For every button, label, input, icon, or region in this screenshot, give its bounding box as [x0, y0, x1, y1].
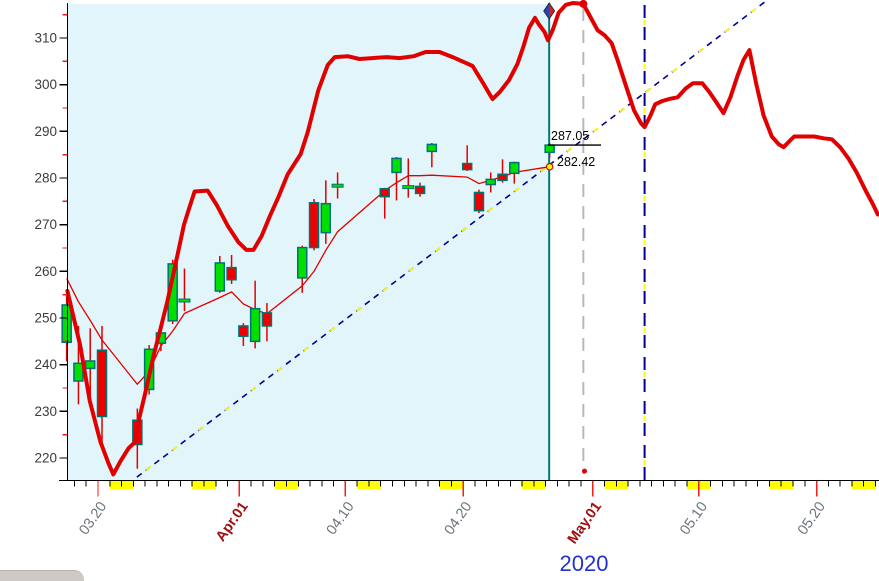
- bottom-dot: [582, 468, 588, 474]
- candle-body-down: [473, 191, 485, 212]
- candle-body-up: [426, 143, 438, 153]
- candle-body-up: [297, 246, 308, 279]
- candle-04.21: [473, 189, 485, 214]
- candle-04.15: [402, 158, 415, 198]
- y-tick-label: 290: [34, 124, 57, 139]
- x-tick-label-Apr.01: Apr.01: [213, 499, 252, 545]
- candles-layer: [61, 143, 555, 469]
- candle-04.16: [414, 182, 426, 197]
- x-tick-label-03.20: 03.20: [76, 499, 110, 538]
- candle-04.07: [308, 199, 320, 251]
- candle-04.06: [297, 245, 308, 293]
- candle-body-down: [261, 312, 273, 327]
- candle-03.30: [214, 255, 226, 293]
- vertical-lines-layer: [548, 3, 646, 480]
- candle-body-up: [61, 304, 72, 344]
- candle-04.03: [261, 303, 273, 342]
- candle-04.14: [391, 157, 402, 201]
- candle-body-down: [226, 266, 237, 281]
- candle-03.27: [178, 268, 191, 312]
- candle-04.02: [249, 280, 261, 349]
- candle-body-up: [73, 362, 84, 382]
- diamond-outline: [543, 2, 556, 20]
- y-tick-label: 220: [34, 451, 57, 466]
- history-region: [67, 4, 550, 480]
- background-window-corner: [0, 570, 84, 581]
- y-axis-ticks: 310 300 290 280 270 260 250 240 230 220: [34, 14, 67, 466]
- y-tick-label: 250: [34, 311, 57, 326]
- candle-body-up: [391, 157, 402, 174]
- candle-body-down: [308, 201, 320, 249]
- y-tick-label: 230: [34, 404, 57, 419]
- candle-04.20: [461, 145, 473, 172]
- candle-04.08: [320, 180, 332, 244]
- x-axis-ticks: [73, 481, 876, 497]
- candle-body-down: [414, 185, 426, 195]
- y-tick-label: 280: [34, 171, 57, 186]
- ma-end-dot: [545, 162, 554, 171]
- candle-body-up: [544, 144, 555, 154]
- candle-04.17: [426, 143, 438, 168]
- candle-body-down: [379, 187, 390, 198]
- x-tick-label-04.20: 04.20: [442, 499, 476, 538]
- doji-dash: [178, 298, 191, 303]
- candle-03.20: [96, 325, 108, 449]
- y-tick-label: 270: [34, 217, 57, 232]
- x-tick-label-04.10: 04.10: [324, 499, 358, 538]
- candle-body-down: [96, 349, 108, 418]
- x-tick-label-May.01: May.01: [565, 499, 605, 547]
- candle-body-up: [320, 202, 332, 234]
- lower-price-annotation: 282.42: [557, 155, 596, 169]
- peak-dot: [579, 0, 588, 8]
- candle-body-up: [249, 307, 261, 343]
- candle-03.17: [61, 292, 72, 362]
- candle-body-up: [214, 262, 226, 292]
- candle-04.09: [331, 172, 344, 199]
- doji-dash: [331, 183, 344, 188]
- candle-04.22: [485, 172, 496, 193]
- candle-body-up: [485, 178, 496, 186]
- upper-price-annotation: 287.05: [551, 129, 590, 143]
- y-tick-label: 310: [34, 31, 57, 46]
- x-axis-labels: 03.20 Apr.01 04.10 04.20 May.01 05.10 05.20: [76, 499, 829, 547]
- y-tick-label: 240: [34, 357, 57, 372]
- candle-body-up: [84, 360, 96, 370]
- candle-body-down: [238, 325, 249, 337]
- x-tick-label-05.10: 05.10: [677, 499, 711, 538]
- candle-body-up: [509, 161, 520, 175]
- doji-dash: [402, 185, 415, 190]
- candle-04.01: [238, 323, 249, 347]
- year-label: 2020: [559, 551, 609, 576]
- diamond-right-half: [549, 3, 555, 19]
- diamond-left-half: [543, 3, 550, 19]
- candle-03.19: [84, 328, 96, 403]
- x-tick-label-05.20: 05.20: [795, 499, 829, 538]
- candle-body-down: [461, 162, 473, 171]
- envelope-projection-line: [65, 1, 879, 477]
- y-tick-label: 260: [34, 264, 57, 279]
- candle-body-down: [497, 173, 508, 182]
- candle-04.23: [497, 159, 508, 183]
- candle-04.13: [379, 187, 390, 219]
- y-tick-label: 300: [34, 77, 57, 92]
- weekend-bands-layer: [109, 480, 876, 490]
- diamond-marker[interactable]: [543, 2, 556, 20]
- candle-03.31: [226, 255, 237, 284]
- candle-04.24: [509, 161, 520, 184]
